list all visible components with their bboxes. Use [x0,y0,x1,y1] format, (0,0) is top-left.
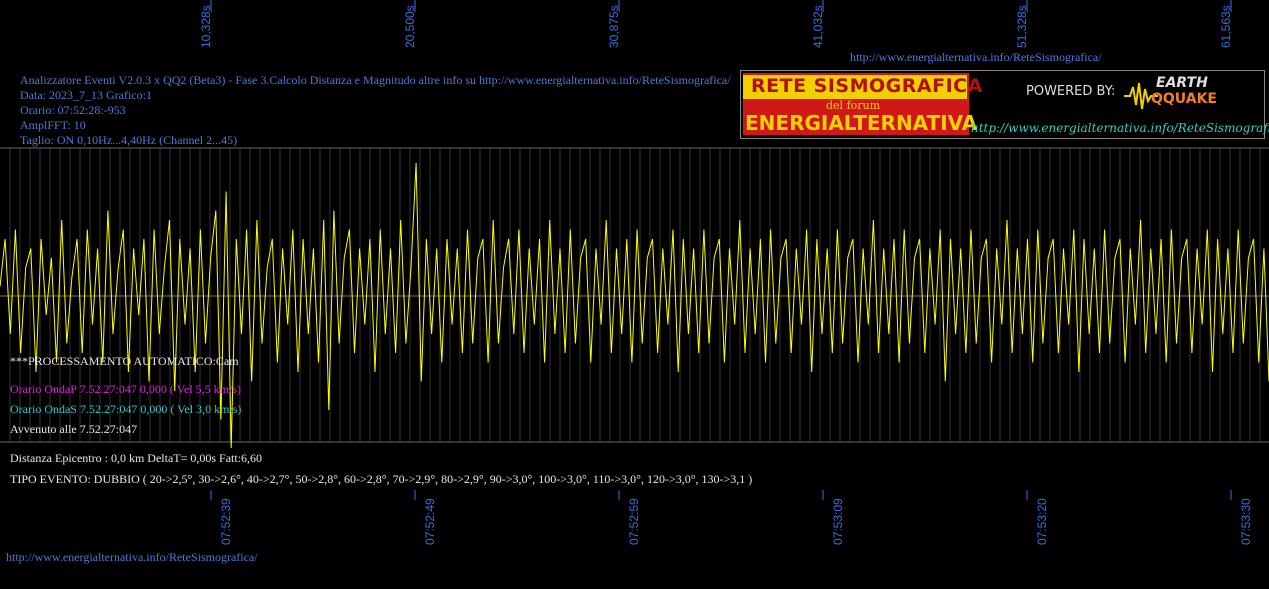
logo-title: RETE SISMOGRAFICA [751,75,983,97]
logo-yellow-strip [743,75,967,99]
bottom-axis-tick-label: 07:52:49 [423,498,437,545]
footer-url[interactable]: http://www.energialternativa.info/ReteSi… [6,550,258,564]
distanza-epicentro: Distanza Epicentro : 0,0 km DeltaT= 0,00… [10,451,263,465]
onda-p-time: Orario OndaP 7.52.27:047 0,000 ( Vel 5,5… [10,382,241,396]
avvenuto-time: Avvenuto alle 7.52.27:047 [10,422,138,436]
logo-brand: ENERGIALTERNATIVA [745,111,978,135]
top-axis-tick-label: 51,328s [1015,5,1029,48]
bottom-axis-tick-label: 07:52:59 [627,498,641,545]
top-axis-tick-label: 41,032s [811,5,825,48]
seismograph-icon [1124,82,1158,110]
tipo-evento: TIPO EVENTO: DUBBIO ( 20->2,5°, 30->2,6°… [10,472,753,486]
processing-header: ***PROCESSAMENTO AUTOMATICO:Cam [10,354,239,368]
top-axis-tick-label: 20,500s [403,5,417,48]
top-axis-tick-label: 10,328s [199,5,213,48]
top-axis-tick-label: 30,875s [607,5,621,48]
orario-line: Orario: 07:52:28:-953 [20,103,126,117]
top-url[interactable]: http://www.energialternativa.info/ReteSi… [850,50,1102,64]
qquake-brand-label: QQUAKE [1151,91,1217,107]
bottom-axis-tick-label: 07:53:09 [831,498,845,545]
ampl-line: AmplFFT: 10 [20,118,86,132]
bottom-axis-tick-label: 07:52:39 [219,498,233,545]
logo-url[interactable]: http://www.energialternativa.info/ReteSi… [971,121,1269,135]
taglio-line: Taglio: ON 0,10Hz...4,40Hz (Channel 2...… [20,133,238,147]
title-line: Analizzatore Eventi V2.0.3 x QQ2 (Beta3)… [20,73,731,87]
rete-sismografica-logo: RETE SISMOGRAFICA del forum ENERGIALTERN… [740,70,1269,139]
onda-s-time: Orario OndaS 7.52.27:047 0,000 ( Vel 3,0… [10,402,242,416]
logo-subtitle: del forum [826,99,881,112]
earth-brand-label: EARTH [1156,75,1208,91]
bottom-axis-tick-label: 07:53:30 [1239,498,1253,545]
bottom-axis-tick-label: 07:53:20 [1035,498,1049,545]
seismic-trace [0,162,1269,449]
top-axis-tick-label: 61,563s [1219,5,1233,48]
data-line: Data: 2023_7_13 Grafico:1 [20,88,152,102]
powered-by-label: POWERED BY: [1026,84,1116,99]
